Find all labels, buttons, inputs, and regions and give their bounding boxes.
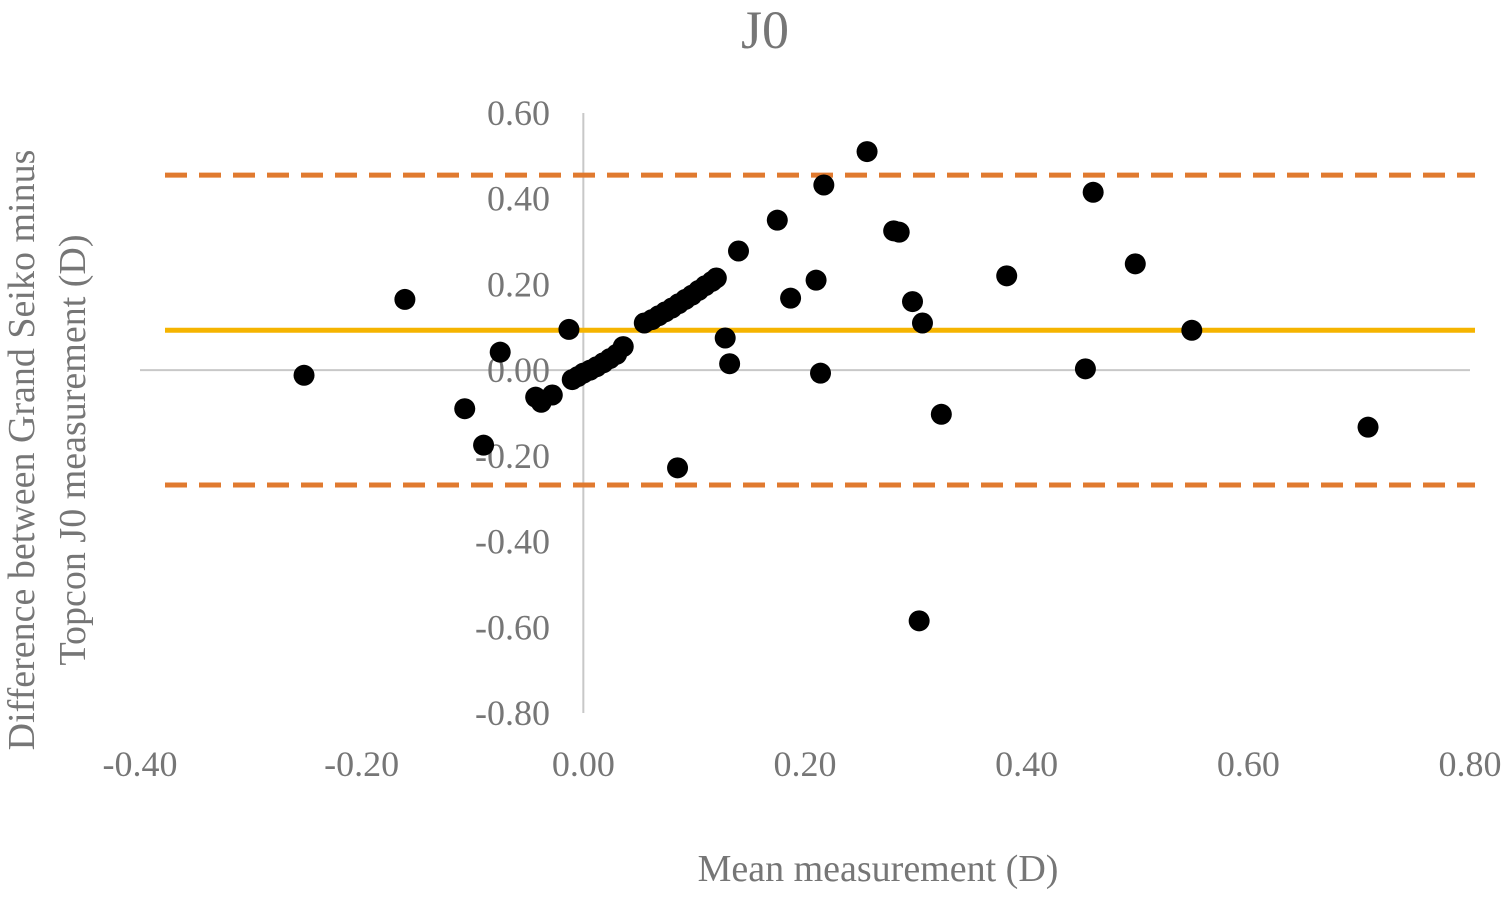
scatter-point [780,287,802,309]
y-tick-label: 0.40 [487,179,550,219]
data-points [293,141,1379,632]
y-axis-title-line-1: Difference between Grand Seiko minus [1,150,43,751]
scatter-point [719,353,741,375]
scatter-point [728,240,749,262]
scatter-point [612,336,634,358]
x-tick-label: 0.00 [552,744,615,784]
x-tick-label: 0.20 [774,744,837,784]
y-tick-label: -0.60 [475,607,550,647]
scatter-point [902,291,924,313]
scatter-point [1124,253,1146,275]
scatter-point [911,312,933,334]
scatter-point [705,267,727,289]
scatter-point [473,434,495,456]
y-tick-label: 0.60 [487,93,550,133]
scatter-point [1074,358,1096,380]
y-axis-title-line-2: Topcon J0 measurement (D) [52,234,94,665]
y-tick-label: 0.20 [487,264,550,304]
y-tick-label: -0.40 [475,522,550,562]
scatter-point [454,398,476,420]
scatter-point [1181,319,1203,341]
scatter-point [667,457,689,479]
scatter-point [394,288,416,310]
y-tick-label: -0.80 [475,693,550,733]
scatter-point [810,362,832,384]
x-tick-label: -0.20 [324,744,399,784]
scatter-point [805,269,827,291]
scatter-point [856,141,878,163]
scatter-point [766,209,788,231]
x-tick-label: -0.40 [103,744,178,784]
tick-labels: -0.40 -0.20 0.00 0.20 0.40 0.60 0.80 0.60 0.40 0.… [103,93,1502,784]
scatter-point [558,318,580,340]
scatter-point [1082,181,1104,203]
x-tick-label: 0.80 [1439,744,1502,784]
x-axis-title: Mean measurement (D) [698,848,1059,890]
axes [140,113,1470,713]
x-tick-label: 0.60 [1217,744,1280,784]
scatter-point [813,174,835,196]
reference-lines [165,172,1475,488]
scatter-point [908,610,930,632]
scatter-point [541,384,563,406]
scatter-point [293,364,315,386]
scatter-point [489,341,511,363]
scatter-point [996,265,1018,287]
scatter-point [888,221,910,243]
scatter-point [714,327,736,349]
scatter-point [930,403,952,425]
scatter-point [1357,416,1379,438]
x-tick-label: 0.40 [995,744,1058,784]
chart-title: J0 [741,0,789,60]
